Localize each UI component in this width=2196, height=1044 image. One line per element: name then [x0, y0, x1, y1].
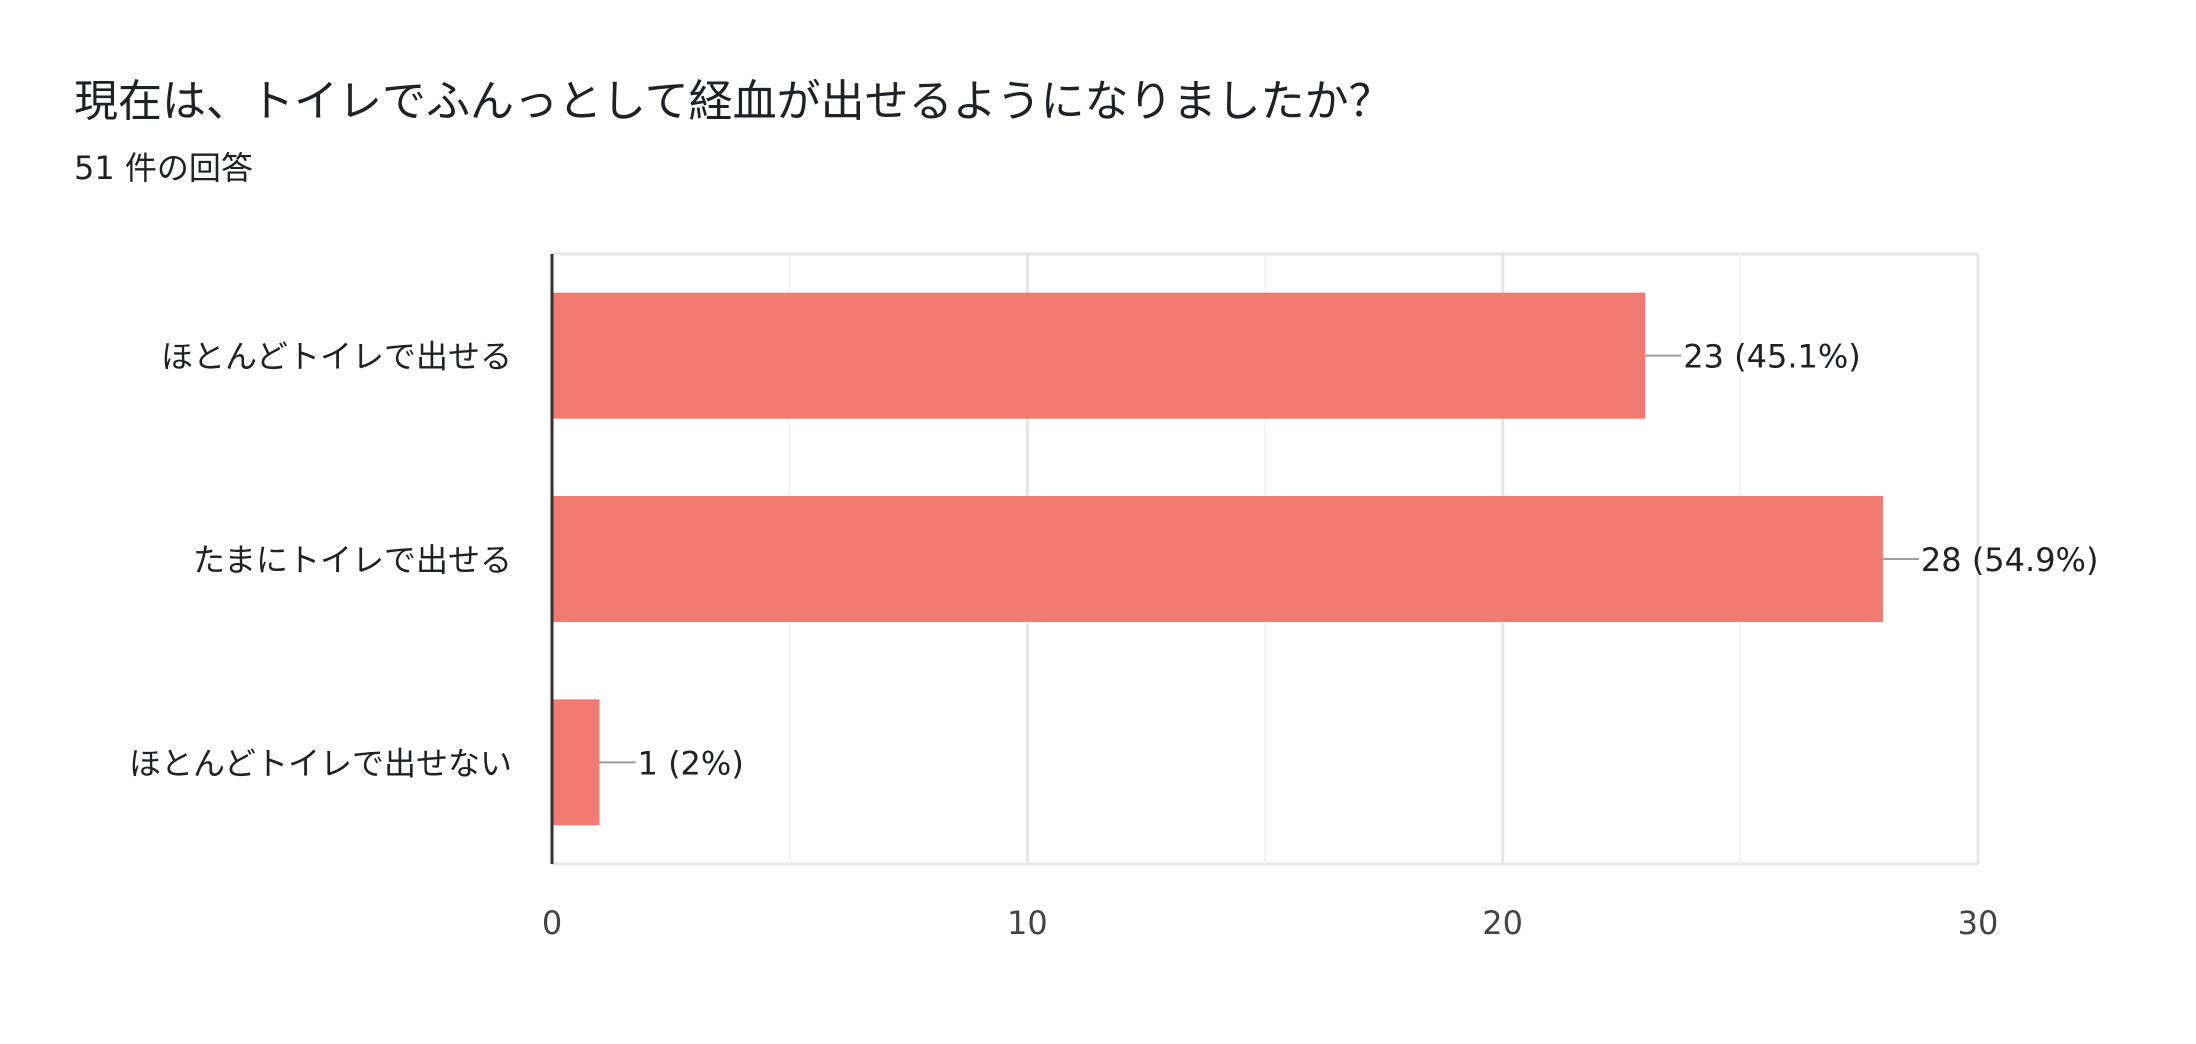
bar — [552, 292, 1646, 419]
bar-layer — [552, 292, 1919, 826]
category-label: たまにトイレで出せる — [193, 541, 512, 579]
x-tick-label: 30 — [1958, 904, 1999, 942]
data-label: 28 (54.9%) — [1921, 541, 2099, 579]
response-count: 51 件の回答 — [74, 149, 253, 187]
data-label: 1 (2%) — [638, 744, 744, 782]
bar — [552, 496, 1883, 622]
label-layer: 0 10 20 30 ほとんどトイレで出せる 23 (45.1%) たまにトイレで出せる 28… — [129, 254, 2098, 942]
category-label: ほとんどトイレで出せない — [129, 744, 512, 782]
x-tick-label: 0 — [542, 904, 562, 942]
x-tick-label: 10 — [1007, 904, 1048, 942]
data-label: 23 (45.1%) — [1683, 338, 1861, 376]
x-tick-label: 20 — [1482, 904, 1523, 942]
bar — [552, 699, 600, 826]
question-title: 現在は、トイレでふんっとして経血が出せるようになりましたか？ — [74, 76, 1393, 127]
category-label: ほとんどトイレで出せる — [161, 338, 512, 376]
